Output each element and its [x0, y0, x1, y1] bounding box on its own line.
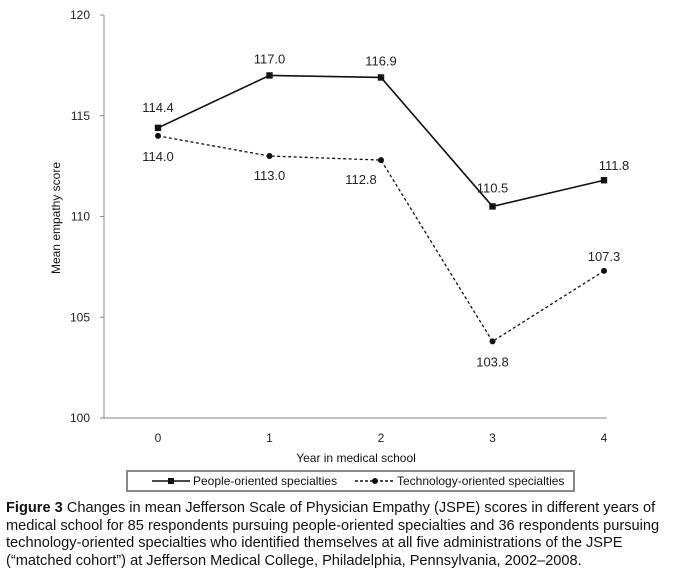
- series-layer: [154, 72, 608, 345]
- y-axis: 100 105 110 115 120: [70, 8, 105, 425]
- data-point-technology: [489, 338, 496, 345]
- y-tick-label: 100: [70, 411, 90, 425]
- data-point-people: [266, 72, 273, 79]
- y-tick-label: 115: [71, 109, 90, 123]
- data-point-technology: [155, 132, 161, 139]
- y-tick-label: 110: [71, 210, 90, 224]
- x-tick-label: 3: [489, 431, 496, 445]
- data-label-technology: 114.0: [142, 149, 174, 164]
- series-line-technology: [157, 135, 605, 343]
- data-point-technology: [601, 267, 607, 274]
- series-line-people: [157, 74, 605, 208]
- data-label-people: 110.5: [477, 180, 509, 195]
- legend-marker-people: [168, 478, 174, 484]
- y-tick-label: 120: [70, 8, 90, 22]
- data-label-technology: 113.0: [254, 168, 286, 183]
- x-tick-label: 0: [155, 431, 162, 445]
- x-tick-label: 2: [378, 431, 385, 445]
- data-label-people: 117.0: [254, 51, 286, 66]
- data-label-technology: 107.3: [588, 249, 621, 264]
- x-axis: 0 1 2 3 4: [104, 417, 608, 445]
- y-axis-title: Mean empathy score: [49, 162, 63, 274]
- data-point-people: [154, 124, 162, 132]
- data-label-technology: 103.8: [476, 354, 509, 369]
- data-point-people: [600, 177, 608, 184]
- line-chart: 100 105 110 115 120 0 1 2 3 4 114.4 117.0 116.9 110…: [49, 8, 629, 492]
- legend-box: [126, 470, 575, 492]
- data-label-people: 116.9: [365, 53, 397, 68]
- legend-marker-technology: [372, 478, 378, 484]
- legend-label-technology: Technology-oriented specialties: [397, 474, 564, 488]
- figure-label: Figure 3: [6, 500, 63, 516]
- data-point-people: [489, 203, 496, 210]
- data-point-people: [377, 74, 385, 81]
- data-labels: 114.4 117.0 116.9 110.5 111.8 114.0 113.0 112.8…: [142, 51, 629, 369]
- legend: People-oriented specialties Technology-o…: [126, 470, 575, 492]
- x-axis-title: Year in medical school: [296, 451, 416, 465]
- figure-caption: Figure 3 Changes in mean Jefferson Scale…: [6, 500, 678, 570]
- data-label-people: 111.8: [599, 158, 630, 173]
- data-label-people: 114.4: [142, 100, 174, 115]
- y-tick-label: 105: [70, 310, 90, 324]
- x-tick-label: 4: [601, 431, 608, 445]
- x-tick-label: 1: [266, 431, 273, 445]
- data-point-technology: [266, 153, 273, 160]
- data-label-technology: 112.8: [345, 172, 377, 187]
- legend-label-people: People-oriented specialties: [193, 474, 337, 488]
- data-point-technology: [378, 157, 384, 164]
- caption-text: Changes in mean Jefferson Scale of Physi…: [6, 500, 660, 569]
